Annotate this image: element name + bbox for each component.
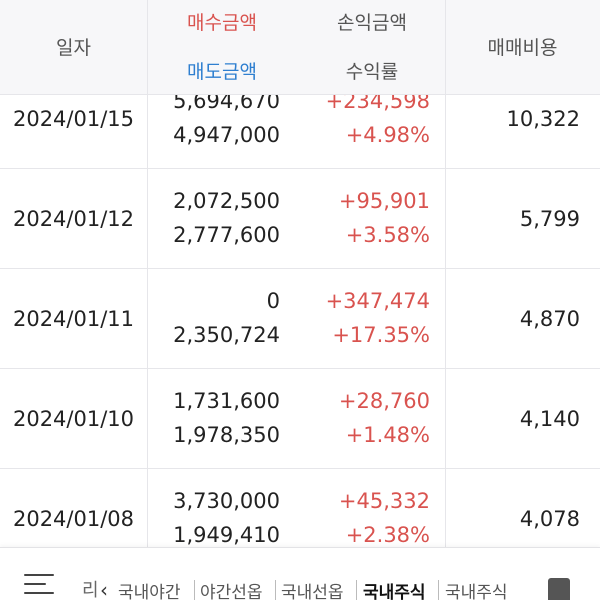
row-trade-cost: 4,078: [519, 507, 580, 531]
row-pnl-amount: +234,598: [325, 95, 430, 113]
row-divider: [445, 269, 446, 368]
row-date: 2024/01/11: [12, 307, 135, 331]
row-divider: [445, 369, 446, 468]
row-pnl-amount: +28,760: [338, 389, 430, 413]
header-buy-amount: 매수금액: [187, 12, 257, 34]
tab-domestic-stocks-active[interactable]: 국내주식: [363, 583, 426, 600]
row-sell-amount: 2,350,724: [173, 323, 280, 347]
header-divider-left: [147, 0, 148, 95]
row-divider: [147, 369, 148, 468]
row-pnl-amount: +347,474: [325, 289, 430, 313]
row-sell-amount: 2,777,600: [173, 223, 280, 247]
row-sell-amount: 4,947,000: [173, 123, 280, 147]
row-trade-cost: 5,799: [519, 207, 580, 231]
table-row[interactable]: 2024/01/08 3,730,000 1,949,410 +45,332 +…: [0, 469, 600, 547]
row-sell-amount: 1,949,410: [173, 523, 280, 547]
trade-history-list[interactable]: 2024/01/15 5,694,670 4,947,000 +234,598 …: [0, 95, 600, 547]
header-divider-right: [445, 0, 446, 95]
row-divider: [147, 269, 148, 368]
row-divider: [445, 169, 446, 268]
row-buy-amount: 0: [266, 289, 280, 313]
chevron-left-icon[interactable]: ‹: [100, 578, 108, 600]
table-row[interactable]: 2024/01/12 2,072,500 2,777,600 +95,901 +…: [0, 169, 600, 269]
row-buy-amount: 3,730,000: [173, 489, 280, 513]
row-buy-amount: 1,731,600: [173, 389, 280, 413]
header-trade-cost: 매매비용: [487, 37, 558, 59]
tab-separator: [356, 580, 357, 600]
row-trade-cost: 4,140: [519, 407, 580, 431]
market-tab-strip[interactable]: 리 ‹ 국내야간 야간선옵 국내선옵 국내주식 국내주식: [82, 548, 520, 600]
row-date: 2024/01/10: [12, 407, 135, 431]
menu-icon[interactable]: [24, 574, 54, 594]
tab-domestic-stocks[interactable]: 국내주식: [445, 583, 508, 600]
row-return-rate: +1.48%: [345, 423, 430, 447]
row-return-rate: +3.58%: [345, 223, 430, 247]
row-sell-amount: 1,978,350: [173, 423, 280, 447]
tab-domestic-futures-options[interactable]: 국내선옵: [281, 583, 344, 600]
row-return-rate: +17.35%: [332, 323, 430, 347]
row-divider: [147, 469, 148, 547]
row-buy-amount: 2,072,500: [173, 189, 280, 213]
header-pnl-amount: 손익금액: [337, 12, 407, 34]
bottom-nav: 리 ‹ 국내야간 야간선옵 국내선옵 국내주식 국내주식: [0, 547, 600, 600]
row-date: 2024/01/12: [12, 207, 135, 231]
row-return-rate: +2.38%: [345, 523, 430, 547]
row-pnl-amount: +45,332: [338, 489, 430, 513]
table-header: 일자 매수금액 매도금액 손익금액 수익률 매매비용: [0, 0, 600, 95]
row-divider: [147, 169, 148, 268]
table-row[interactable]: 2024/01/15 5,694,670 4,947,000 +234,598 …: [0, 95, 600, 169]
row-buy-amount: 5,694,670: [173, 95, 280, 113]
row-return-rate: +4.98%: [345, 123, 430, 147]
tab-separator: [438, 580, 439, 600]
row-date: 2024/01/08: [12, 507, 135, 531]
tab-prev-fragment[interactable]: 리: [82, 580, 99, 600]
row-divider: [445, 95, 446, 168]
row-pnl-amount: +95,901: [338, 189, 430, 213]
tab-separator: [194, 580, 195, 600]
row-trade-cost: 4,870: [519, 307, 580, 331]
header-sell-amount: 매도금액: [187, 61, 257, 83]
table-row[interactable]: 2024/01/10 1,731,600 1,978,350 +28,760 +…: [0, 369, 600, 469]
row-trade-cost: 10,322: [506, 107, 580, 131]
tab-night-futures-options[interactable]: 야간선옵: [200, 583, 263, 600]
row-date: 2024/01/15: [12, 107, 135, 131]
bookmark-icon[interactable]: [548, 578, 570, 600]
table-row[interactable]: 2024/01/11 0 2,350,724 +347,474 +17.35% …: [0, 269, 600, 369]
header-return-rate: 수익률: [345, 61, 399, 83]
row-divider: [445, 469, 446, 547]
tab-domestic-night[interactable]: 국내야간: [118, 583, 181, 600]
tab-separator: [275, 580, 276, 600]
row-divider: [147, 95, 148, 168]
header-date: 일자: [56, 37, 91, 59]
